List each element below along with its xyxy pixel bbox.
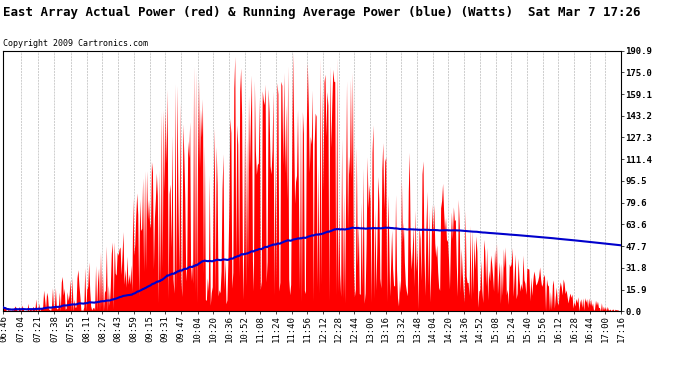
Text: Copyright 2009 Cartronics.com: Copyright 2009 Cartronics.com xyxy=(3,39,148,48)
Text: East Array Actual Power (red) & Running Average Power (blue) (Watts)  Sat Mar 7 : East Array Actual Power (red) & Running … xyxy=(3,6,641,19)
